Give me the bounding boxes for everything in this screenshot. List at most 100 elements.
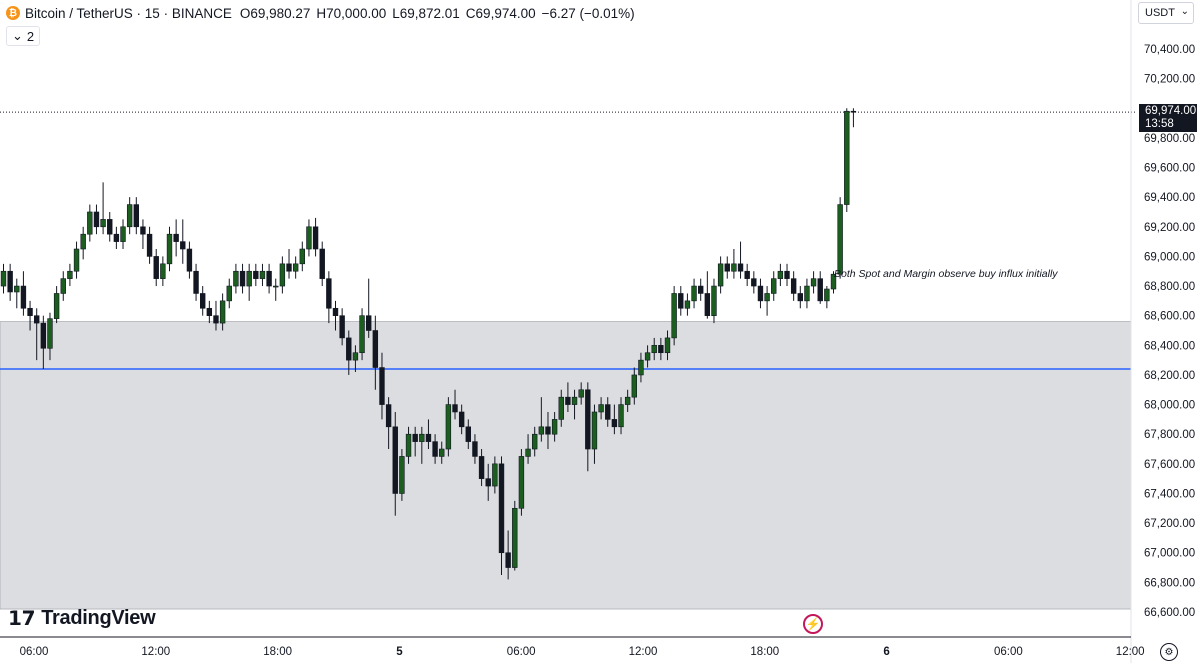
candle (239, 263, 246, 294)
candle-body-up (764, 293, 770, 302)
candle (180, 219, 186, 264)
candle (737, 241, 744, 279)
candle-body-up (664, 337, 671, 354)
candle (352, 345, 359, 372)
candle-body-down (332, 307, 339, 316)
chart-annotation[interactable]: Both Spot and Margin observe buy influx … (834, 268, 1058, 280)
candle (253, 263, 259, 287)
price-tick-label: 70,200.00 (1144, 74, 1195, 86)
candle (505, 530, 511, 580)
candle (126, 197, 133, 235)
candle (286, 249, 292, 279)
candle (565, 382, 571, 412)
candle-body-down (186, 248, 193, 272)
candle-body-down (784, 270, 790, 279)
candle-body-down (173, 233, 179, 242)
candle (319, 241, 325, 287)
candle (425, 419, 432, 450)
price-axis[interactable]: 70,400.00 70,200.00 69,800.00 69,600.00 69,4… (1144, 44, 1195, 619)
candle-body-up (844, 110, 850, 205)
candle-body-up (644, 352, 651, 361)
tradingview-logo-icon: 𝟭𝟳 (8, 607, 36, 630)
candle (711, 278, 717, 324)
candle (624, 389, 631, 412)
candle-body-up (246, 270, 252, 287)
candle-body-down (266, 270, 272, 287)
candle (186, 241, 193, 279)
candle (804, 278, 810, 309)
candle-body-up (67, 270, 73, 279)
candle (784, 263, 790, 287)
candle-body-down (319, 248, 325, 279)
candle (492, 456, 498, 494)
bar-countdown: 13:58 (1145, 118, 1174, 130)
bitcoin-icon[interactable]: ₿ (6, 6, 20, 20)
indicators-collapse-button[interactable]: ⌄ 2 (6, 26, 41, 46)
support-zone (0, 321, 1132, 610)
candle (412, 426, 418, 457)
candle (664, 330, 671, 361)
symbol-title[interactable]: Bitcoin / TetherUS · 15 · BINANCE (25, 5, 232, 21)
candle-body-down (751, 278, 757, 287)
lightning-icon[interactable]: ⚡ (803, 614, 823, 634)
candle-body-up (651, 345, 657, 354)
candle-body-up (717, 263, 724, 287)
candle-body-down (193, 270, 199, 294)
candle (166, 226, 173, 272)
candle-body-down (757, 285, 764, 302)
candle (771, 271, 777, 301)
candle (817, 271, 823, 304)
candle-body-up (399, 456, 405, 494)
candle (67, 263, 73, 287)
candle-body-up (824, 288, 830, 302)
candle (578, 382, 584, 405)
last-price-tag: 69,974.00 13:58 (1139, 104, 1197, 132)
candle (259, 263, 266, 287)
candle-body-down (146, 233, 153, 257)
candle (246, 263, 252, 301)
candle (518, 449, 525, 516)
candle-body-down (485, 478, 491, 487)
candle (512, 500, 518, 571)
candle-body-up (100, 219, 106, 228)
candle (359, 308, 365, 361)
candle-body-down (704, 293, 711, 316)
candle (478, 449, 485, 487)
currency-selector[interactable]: USDT ⌄ (1138, 2, 1194, 24)
candle-body-up (359, 315, 365, 354)
tradingview-logo[interactable]: 𝟭𝟳 TradingView (8, 606, 156, 630)
candle-body-up (638, 359, 644, 376)
candle-body-down (33, 315, 40, 324)
candle (60, 271, 66, 301)
candle (279, 256, 286, 294)
candle (810, 271, 817, 294)
time-tick-label: 6 (883, 646, 889, 658)
candle (445, 397, 452, 457)
candle (611, 404, 618, 435)
candle-body-up (558, 396, 564, 420)
time-tick-label: 12:00 (1116, 646, 1145, 658)
candle-body-down (744, 270, 750, 279)
candle-body-up (160, 263, 166, 279)
candle-body-up (87, 211, 93, 235)
candle (312, 217, 319, 257)
candle (213, 300, 219, 331)
settings-gear-icon[interactable]: ⚙ (1160, 643, 1178, 661)
time-axis[interactable]: 06:00 12:00 18:00 5 06:00 12:00 18:00 6 06:00 12:… (20, 646, 1145, 658)
candle (27, 300, 33, 331)
candle-body-up (306, 226, 312, 250)
candle (850, 108, 857, 128)
candle-body-up (259, 270, 266, 279)
candle (691, 278, 697, 309)
price-tick-label: 69,200.00 (1144, 222, 1195, 234)
candle-body-up (518, 456, 525, 509)
candle-body-up (126, 204, 133, 228)
candle-body-down (498, 463, 505, 554)
candle-body-down (412, 433, 418, 442)
candle-body-down (611, 419, 618, 428)
price-tick-label: 68,400.00 (1144, 340, 1195, 352)
candle (724, 256, 730, 279)
candle (379, 352, 385, 420)
candle-body-up (525, 448, 531, 457)
